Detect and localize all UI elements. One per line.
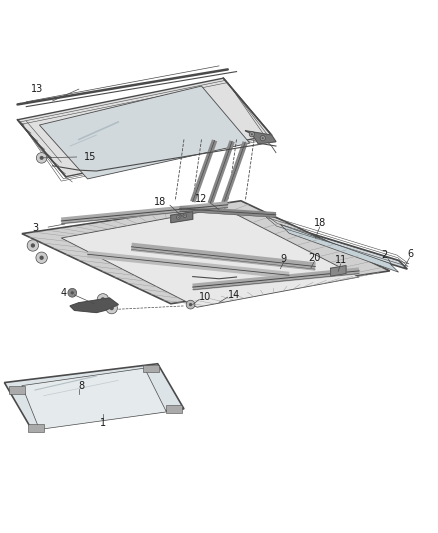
Polygon shape bbox=[70, 298, 118, 312]
Polygon shape bbox=[18, 78, 272, 177]
Polygon shape bbox=[22, 201, 390, 304]
Circle shape bbox=[183, 214, 187, 217]
Circle shape bbox=[71, 291, 74, 294]
Text: 13: 13 bbox=[31, 84, 43, 94]
Polygon shape bbox=[331, 265, 346, 276]
Circle shape bbox=[106, 302, 117, 314]
Bar bbox=[143, 365, 159, 373]
Text: 15: 15 bbox=[84, 152, 96, 162]
Polygon shape bbox=[61, 208, 359, 307]
Polygon shape bbox=[22, 368, 166, 430]
Polygon shape bbox=[280, 224, 399, 272]
Circle shape bbox=[31, 243, 35, 248]
Circle shape bbox=[39, 256, 44, 260]
Circle shape bbox=[260, 135, 265, 141]
Polygon shape bbox=[267, 220, 407, 269]
Text: 1: 1 bbox=[100, 418, 106, 428]
Circle shape bbox=[262, 137, 264, 139]
Text: 11: 11 bbox=[335, 255, 347, 265]
Text: 14: 14 bbox=[228, 290, 240, 300]
Circle shape bbox=[249, 132, 254, 137]
Text: 18: 18 bbox=[154, 197, 166, 207]
Polygon shape bbox=[245, 131, 276, 144]
Circle shape bbox=[39, 156, 44, 160]
Circle shape bbox=[36, 152, 47, 163]
Text: 8: 8 bbox=[78, 381, 84, 391]
Text: 18: 18 bbox=[314, 217, 326, 228]
Text: 4: 4 bbox=[60, 288, 67, 298]
Circle shape bbox=[177, 217, 179, 218]
Circle shape bbox=[251, 133, 253, 135]
Polygon shape bbox=[171, 212, 193, 223]
Circle shape bbox=[177, 216, 180, 219]
Circle shape bbox=[36, 252, 47, 263]
Circle shape bbox=[97, 294, 109, 305]
Text: 12: 12 bbox=[195, 195, 208, 205]
Bar bbox=[166, 405, 182, 413]
Text: 9: 9 bbox=[281, 254, 287, 264]
Text: 10: 10 bbox=[199, 292, 211, 302]
Circle shape bbox=[189, 303, 192, 306]
Circle shape bbox=[110, 306, 114, 310]
Text: 20: 20 bbox=[308, 253, 321, 263]
Circle shape bbox=[27, 240, 39, 251]
Bar bbox=[28, 424, 44, 432]
Bar bbox=[9, 386, 25, 393]
Text: 3: 3 bbox=[32, 223, 38, 233]
Polygon shape bbox=[39, 86, 250, 179]
Circle shape bbox=[186, 300, 195, 309]
Text: 2: 2 bbox=[381, 249, 388, 260]
Circle shape bbox=[101, 297, 105, 302]
Text: 6: 6 bbox=[408, 249, 414, 259]
Circle shape bbox=[68, 288, 77, 297]
Polygon shape bbox=[4, 364, 184, 427]
Circle shape bbox=[184, 215, 186, 216]
